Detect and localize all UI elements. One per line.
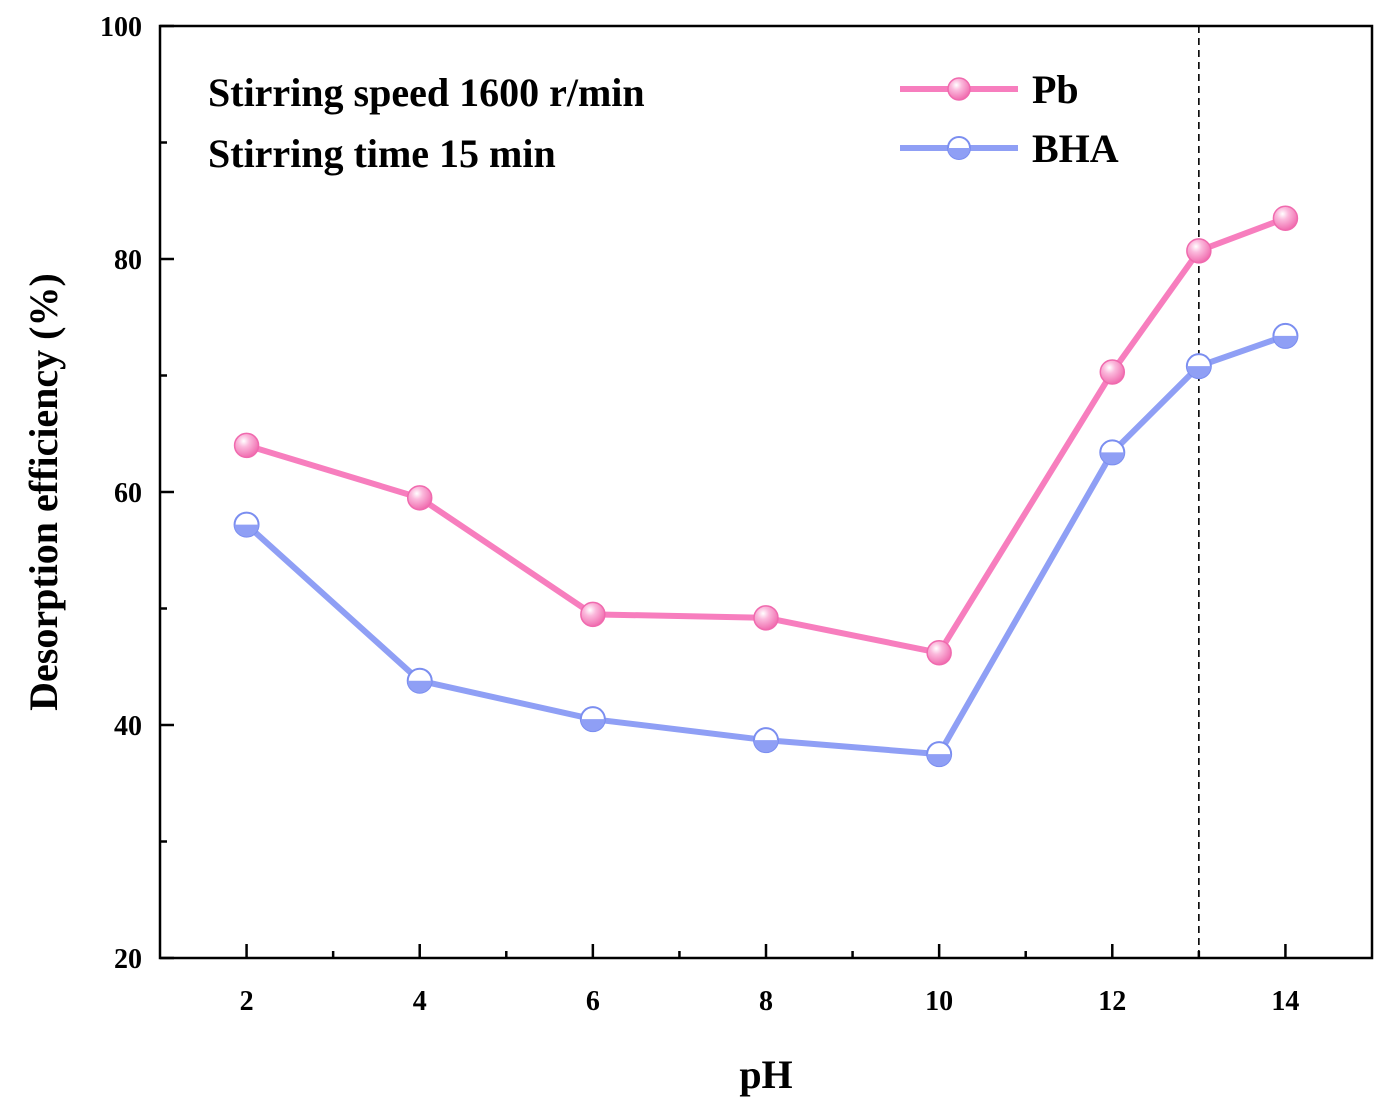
legend-label-pb: Pb bbox=[1032, 67, 1079, 112]
annotation-stirring-time: Stirring time 15 min bbox=[208, 131, 556, 176]
series-pb bbox=[233, 205, 1299, 666]
x-tick-label: 14 bbox=[1271, 986, 1299, 1017]
x-tick-label: 12 bbox=[1098, 986, 1126, 1017]
series-layer bbox=[233, 205, 1299, 768]
data-point-bha bbox=[1099, 439, 1126, 466]
axis-tick-labels: 2 4 6 8 10 12 14 20 40 60 80 100 bbox=[100, 12, 1299, 1017]
data-point-pb bbox=[406, 485, 433, 511]
data-point-pb bbox=[580, 601, 606, 628]
series-line-pb bbox=[245, 215, 1287, 656]
x-tick-label: 2 bbox=[240, 986, 254, 1017]
x-tick-label: 6 bbox=[586, 986, 600, 1017]
data-point-bha bbox=[1185, 353, 1212, 380]
y-tick-label: 20 bbox=[114, 944, 142, 975]
data-point-bha bbox=[1272, 322, 1299, 349]
series-bha bbox=[233, 322, 1299, 768]
legend: Pb BHA bbox=[900, 67, 1119, 171]
data-point-pb bbox=[753, 605, 779, 631]
axes: 2 4 6 8 10 12 14 20 40 60 80 100 bbox=[100, 12, 1374, 1017]
legend-marker-bha bbox=[947, 136, 971, 160]
legend-label-bha: BHA bbox=[1032, 126, 1119, 171]
x-tick-label: 8 bbox=[759, 986, 773, 1017]
data-point-pb bbox=[1272, 205, 1299, 231]
legend-item-pb: Pb bbox=[900, 67, 1079, 112]
y-tick-label: 60 bbox=[114, 478, 142, 509]
x-tick-label: 4 bbox=[413, 986, 427, 1017]
legend-item-bha: BHA bbox=[900, 126, 1119, 171]
x-tick-label: 10 bbox=[925, 986, 953, 1017]
data-point-bha bbox=[753, 727, 779, 754]
data-point-bha bbox=[579, 706, 606, 733]
y-tick-label: 40 bbox=[114, 711, 142, 742]
data-point-pb bbox=[1186, 238, 1212, 264]
data-point-pb bbox=[233, 432, 260, 459]
annotation-stirring-speed: Stirring speed 1600 r/min bbox=[208, 70, 645, 115]
y-tick-label: 80 bbox=[114, 245, 142, 276]
x-axis-title: pH bbox=[739, 1052, 792, 1097]
y-tick-label: 100 bbox=[100, 12, 142, 43]
data-point-bha bbox=[406, 667, 433, 694]
data-point-bha bbox=[926, 741, 953, 768]
legend-marker-pb bbox=[947, 77, 971, 101]
series-line-bha bbox=[244, 333, 1287, 758]
data-point-pb bbox=[1099, 359, 1126, 385]
data-point-bha bbox=[233, 511, 260, 538]
y-axis-title: Desorption efficiency (%) bbox=[21, 273, 66, 711]
data-point-pb bbox=[926, 640, 952, 666]
